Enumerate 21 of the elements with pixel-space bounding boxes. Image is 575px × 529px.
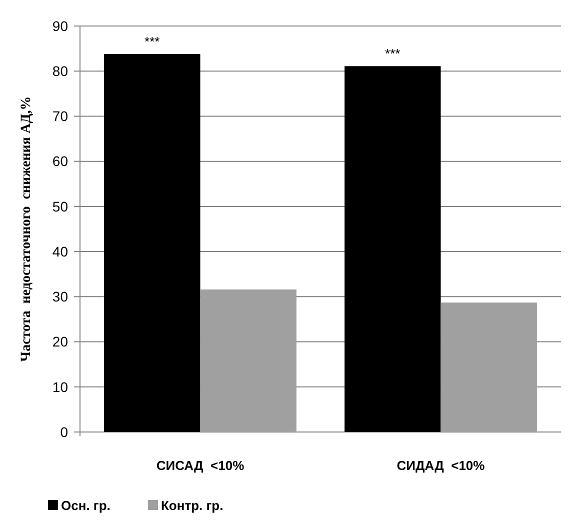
annotation: ***: [385, 46, 400, 62]
y-tick-label: 0: [60, 424, 68, 440]
bar: [440, 302, 537, 432]
y-tick-label: 60: [52, 153, 68, 170]
bar: [104, 54, 200, 432]
legend-label: Осн. гр.: [61, 498, 110, 513]
y-tick-label: 50: [52, 198, 68, 214]
x-tick-label: СИДАД <10%: [396, 458, 486, 473]
bar: [200, 289, 296, 432]
y-tick-label: 90: [52, 18, 68, 34]
x-tick-label: СИСАД <10%: [156, 458, 245, 473]
y-tick-label: 30: [52, 288, 68, 305]
y-tick-label: 70: [52, 108, 68, 124]
y-tick-label: 20: [52, 334, 68, 350]
y-axis-title: Частота недостаточного снижения АД,%: [19, 96, 34, 362]
y-tick-label: 40: [52, 243, 68, 260]
bar: [344, 66, 441, 432]
y-tick-label: 10: [52, 378, 68, 395]
legend-label: Контр. гр.: [161, 498, 224, 513]
annotation: ***: [144, 34, 160, 49]
y-tick-label: 80: [52, 63, 68, 80]
